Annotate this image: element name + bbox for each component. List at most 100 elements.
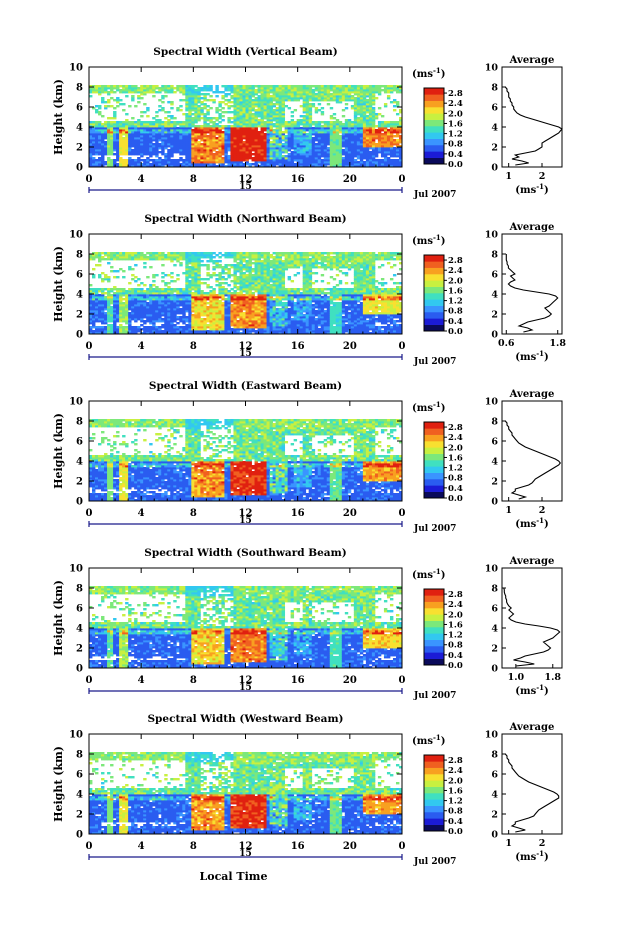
colorbar-swatch <box>424 422 444 429</box>
colorbar-swatch <box>424 280 444 287</box>
day-label: 15 <box>239 349 252 359</box>
profile-y-tick-label: 2 <box>491 143 498 154</box>
colorbar-swatch <box>424 652 444 659</box>
day-label: 15 <box>239 683 252 693</box>
colorbar-tick-label: 1.2 <box>448 797 463 807</box>
x-tick-label: 4 <box>138 341 145 352</box>
profile-unit-label: (ms-1) <box>515 516 548 530</box>
colorbar: 0.00.40.81.21.62.02.42.8(ms-1) <box>412 66 463 170</box>
profile-x-tick-label: 1.8 <box>549 338 566 349</box>
y-tick-label: 0 <box>76 330 83 341</box>
profile-y-tick-label: 10 <box>485 730 499 741</box>
y-tick-label: 0 <box>76 497 83 508</box>
colorbar-swatch <box>424 441 444 448</box>
colorbar-tick-label: 0.8 <box>448 641 463 651</box>
colorbar-swatch <box>424 145 444 152</box>
colorbar-tick-label: 0.0 <box>448 160 463 170</box>
x-tick-label: 4 <box>138 675 145 686</box>
x-tick-label: 0 <box>86 675 93 686</box>
profile-y-tick-label: 10 <box>485 397 499 408</box>
colorbar-tick-label: 2.4 <box>448 766 463 776</box>
colorbar-swatch <box>424 589 444 596</box>
y-axis-label: Height (km) <box>52 746 65 822</box>
colorbar-tick-label: 2.8 <box>448 256 463 266</box>
profile-title: Average <box>509 722 555 733</box>
colorbar-swatch <box>424 812 444 819</box>
profile-y-tick-label: 6 <box>491 437 498 448</box>
colorbar-swatch <box>424 780 444 787</box>
profile-y-tick-label: 10 <box>485 63 499 74</box>
y-tick-label: 6 <box>76 770 83 781</box>
colorbar-swatch <box>424 261 444 268</box>
colorbar-swatch <box>424 755 444 762</box>
colorbar-tick-label: 2.8 <box>448 756 463 766</box>
profile-title: Average <box>509 55 555 66</box>
colorbar-swatch <box>424 492 444 499</box>
colorbar-tick-label: 0.4 <box>448 817 463 827</box>
profile-x-tick-label: 2 <box>539 171 546 182</box>
colorbar-unit-label: (ms-1) <box>412 567 445 581</box>
colorbar-unit-label: (ms-1) <box>412 66 445 80</box>
colorbar-swatch <box>424 466 444 473</box>
colorbar: 0.00.40.81.21.62.02.42.8(ms-1) <box>412 400 463 504</box>
x-tick-label: 0 <box>399 675 406 686</box>
colorbar-swatch <box>424 787 444 794</box>
colorbar-swatch <box>424 595 444 602</box>
colorbar-tick-label: 1.2 <box>448 130 463 140</box>
colorbar-swatch <box>424 88 444 95</box>
colorbar-swatch <box>424 659 444 666</box>
x-tick-label: 0 <box>399 174 406 185</box>
colorbar-tick-label: 1.6 <box>448 286 463 296</box>
profile-title: Average <box>509 556 555 567</box>
colorbar-unit-label: (ms-1) <box>412 233 445 247</box>
colorbar-swatch <box>424 646 444 653</box>
x-tick-label: 8 <box>190 174 197 185</box>
colorbar-swatch <box>424 151 444 158</box>
y-tick-label: 4 <box>76 290 83 301</box>
profile-y-tick-label: 10 <box>485 564 499 575</box>
colorbar-swatch <box>424 428 444 435</box>
colorbar-tick-label: 2.8 <box>448 590 463 600</box>
colorbar-tick-label: 0.8 <box>448 307 463 317</box>
profile-x-tick-label: 2 <box>539 838 546 849</box>
colorbar-tick-label: 1.6 <box>448 119 463 129</box>
colorbar-swatch <box>424 312 444 319</box>
colorbar-swatch <box>424 806 444 813</box>
colorbar-tick-label: 0.0 <box>448 827 463 837</box>
colorbar-tick-label: 2.0 <box>448 776 463 786</box>
colorbar-swatch <box>424 325 444 332</box>
colorbar-tick-label: 0.4 <box>448 484 463 494</box>
y-tick-label: 10 <box>69 730 83 741</box>
x-tick-label: 0 <box>86 341 93 352</box>
x-tick-label: 0 <box>399 841 406 852</box>
colorbar-tick-label: 2.4 <box>448 99 463 109</box>
profile-x-tick-label: 1 <box>505 171 512 182</box>
profile-line <box>505 754 558 832</box>
y-tick-label: 0 <box>76 830 83 841</box>
colorbar-swatch <box>424 479 444 486</box>
panel-title: Spectral Width (Southward Beam) <box>144 547 346 559</box>
y-tick-label: 6 <box>76 270 83 281</box>
colorbar-swatch <box>424 139 444 146</box>
y-tick-label: 0 <box>76 664 83 675</box>
y-tick-label: 0 <box>76 163 83 174</box>
profile-frame <box>502 234 562 334</box>
colorbar-swatch <box>424 608 444 615</box>
colorbar-swatch <box>424 621 444 628</box>
colorbar-swatch <box>424 799 444 806</box>
day-label: 15 <box>239 516 252 526</box>
y-tick-label: 4 <box>76 457 83 468</box>
colorbar-swatch <box>424 640 444 647</box>
colorbar-tick-label: 2.0 <box>448 109 463 119</box>
x-tick-label: 4 <box>138 174 145 185</box>
colorbar-tick-label: 2.4 <box>448 600 463 610</box>
profile-y-tick-label: 6 <box>491 604 498 615</box>
panel-title: Spectral Width (Eastward Beam) <box>149 380 342 392</box>
y-tick-label: 4 <box>76 790 83 801</box>
colorbar-swatch <box>424 107 444 114</box>
y-tick-label: 8 <box>76 417 83 428</box>
